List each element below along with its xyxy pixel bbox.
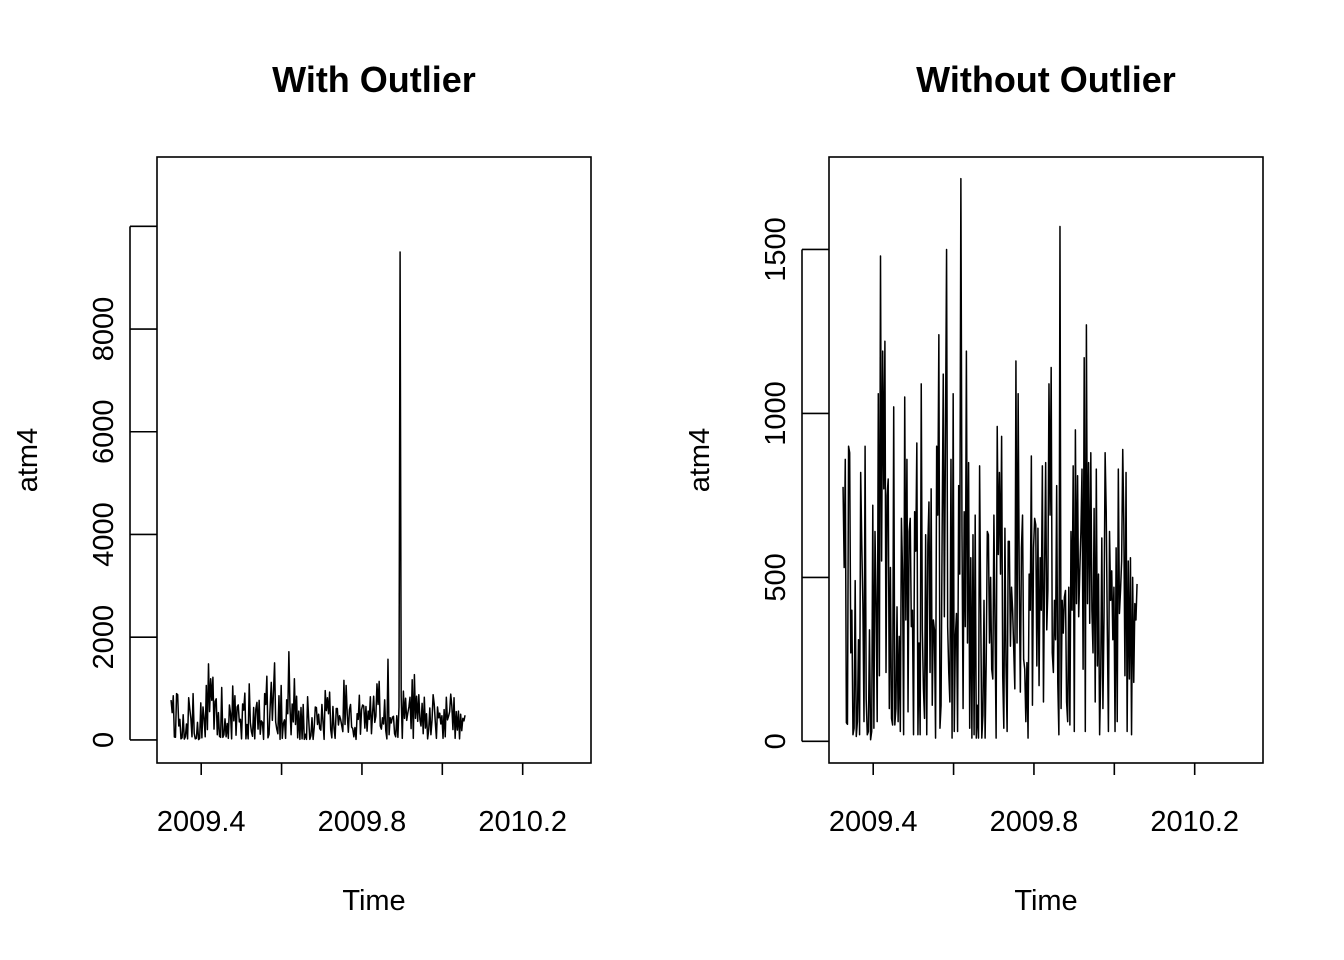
plot-marks: 2009.4 2009.8 2010.2 0 2000 4000 6000 8000 bbox=[88, 225, 567, 838]
panel-without-outlier: Without Outlier Time atm4 2009.4 2009.8 20… bbox=[684, 59, 1264, 917]
y-axis-label: atm4 bbox=[12, 428, 44, 492]
y-tick-label: 2000 bbox=[88, 605, 120, 670]
series-line bbox=[842, 177, 1138, 741]
y-tick-label: 6000 bbox=[88, 399, 120, 464]
x-tick-label: 2009.8 bbox=[990, 806, 1079, 838]
x-tick-label: 2010.2 bbox=[1150, 806, 1239, 838]
y-tick-label: 4000 bbox=[88, 502, 120, 567]
plot-frame bbox=[828, 156, 1264, 764]
panel-title: Without Outlier bbox=[916, 59, 1176, 100]
panel-with-outlier: With Outlier Time atm4 2009.4 2009.8 2010.… bbox=[12, 59, 592, 917]
y-tick-label: 500 bbox=[760, 553, 792, 601]
y-tick-label: 1000 bbox=[760, 381, 792, 446]
x-tick-label: 2009.4 bbox=[829, 806, 918, 838]
x-axis-label: Time bbox=[1014, 885, 1077, 917]
y-tick-label: 0 bbox=[760, 733, 792, 749]
x-tick-label: 2009.8 bbox=[318, 806, 407, 838]
plot-frame bbox=[156, 156, 592, 764]
panel-title: With Outlier bbox=[272, 59, 476, 100]
y-tick-label: 1500 bbox=[760, 217, 792, 282]
plot-marks: 2009.4 2009.8 2010.2 0 500 1000 1500 bbox=[760, 177, 1239, 838]
y-tick-label: 0 bbox=[88, 732, 120, 748]
x-axis-label: Time bbox=[342, 885, 405, 917]
series-line bbox=[170, 251, 466, 741]
y-axis-label: atm4 bbox=[684, 428, 716, 492]
x-tick-label: 2010.2 bbox=[478, 806, 567, 838]
y-tick-label: 8000 bbox=[88, 297, 120, 362]
x-tick-label: 2009.4 bbox=[157, 806, 246, 838]
